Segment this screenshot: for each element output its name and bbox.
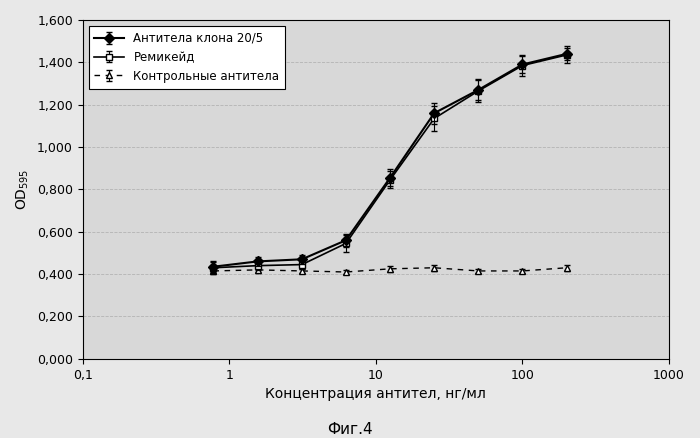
- Text: Фиг.4: Фиг.4: [327, 422, 373, 437]
- Y-axis label: OD$_{595}$: OD$_{595}$: [15, 169, 32, 210]
- X-axis label: Концентрация антител, нг/мл: Концентрация антител, нг/мл: [265, 387, 486, 401]
- Legend: Антитела клона 20/5, Ремикейд, Контрольные антитела: Антитела клона 20/5, Ремикейд, Контрольн…: [89, 26, 286, 88]
